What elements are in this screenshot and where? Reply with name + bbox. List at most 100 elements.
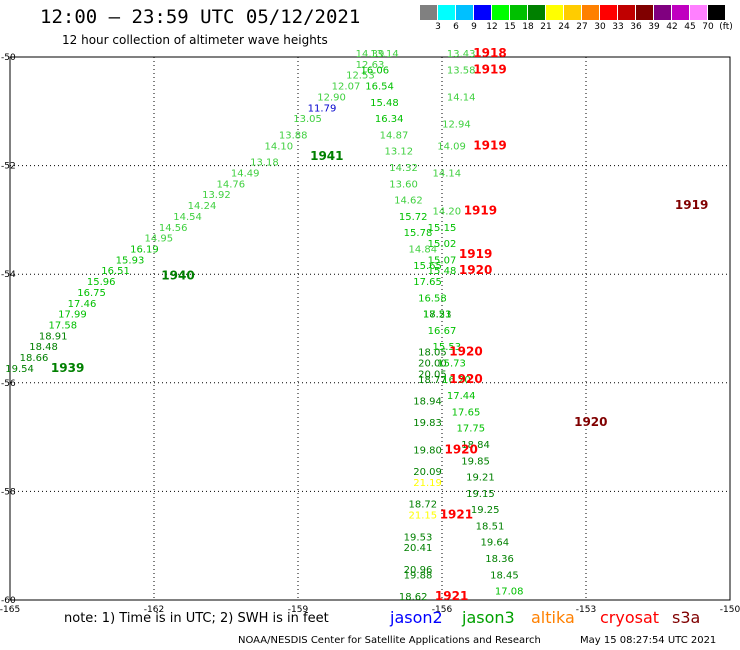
wave-height-value: 16.75: [77, 288, 106, 299]
legend-label: 30: [594, 22, 606, 32]
wave-height-value: 19.53: [404, 532, 433, 543]
satellite-name: jason2: [390, 608, 443, 627]
grid-lines: [10, 57, 730, 600]
wave-height-value: 19.64: [480, 538, 509, 549]
legend-label: 21: [540, 22, 552, 32]
pass-time-label: 1919: [473, 62, 506, 76]
wave-height-value: 13.60: [389, 179, 418, 190]
wave-height-value: 16.34: [375, 114, 404, 125]
wave-height-value: 18.72: [408, 500, 437, 511]
satellite-name: cryosat: [600, 608, 660, 627]
wave-height-value: 15.53: [432, 342, 461, 353]
wave-height-value: 21.19: [413, 478, 442, 489]
wave-height-value: 20.00: [418, 359, 447, 370]
wave-height-value: 18.36: [485, 554, 514, 565]
lat-tick-label: -60: [1, 596, 16, 606]
lon-tick-label: -156: [432, 605, 453, 615]
lon-tick-label: -165: [0, 605, 20, 615]
pass-time-label: 1940: [161, 269, 194, 283]
wave-height-value: 15.78: [404, 228, 433, 239]
legend-label: 3: [435, 22, 441, 32]
wave-height-value: 13.92: [202, 190, 231, 201]
wave-height-value: 14.76: [216, 179, 245, 190]
pass-time-label: 1941: [310, 149, 343, 163]
wave-height-value: 17.65: [413, 277, 442, 288]
lon-tick-label: -150: [720, 605, 740, 615]
pass-time-label: 1920: [459, 263, 492, 277]
legend-swatch: [474, 5, 491, 20]
wave-height-value: 15.48: [428, 266, 457, 277]
wave-height-value: 17.46: [68, 299, 97, 310]
wave-height-value: 19.21: [466, 473, 495, 484]
legend-label: 36: [630, 22, 642, 32]
wave-height-value: 14.09: [437, 141, 466, 152]
legend-swatch: [618, 5, 635, 20]
legend-swatch: [510, 5, 527, 20]
wave-height-value: 17.44: [447, 391, 476, 402]
wave-height-value: 14.87: [380, 130, 409, 141]
wave-height-value: 12.94: [442, 120, 471, 131]
legend-label: 42: [666, 22, 678, 32]
wave-height-value: 20.05: [418, 369, 447, 380]
legend-label: 6: [453, 22, 459, 32]
wave-height-value: 13.88: [279, 130, 308, 141]
wave-height-value: 16.58: [418, 293, 447, 304]
plot-frame: [9, 56, 731, 601]
wave-height-value: 14.49: [231, 168, 260, 179]
wave-height-value: 18.45: [490, 570, 519, 581]
satellite-name: s3a: [672, 608, 701, 627]
wave-height-value: 17.65: [452, 407, 481, 418]
legend-label: 33: [612, 22, 624, 32]
legend-label: 18: [522, 22, 534, 32]
wave-height-value: 13.58: [447, 65, 476, 76]
legend-swatch: [708, 5, 725, 20]
wave-height-value: 16.20: [442, 375, 471, 386]
legend-label: 9: [471, 22, 477, 32]
wave-height-value: 15.02: [428, 239, 457, 250]
lat-tick-label: -58: [1, 487, 16, 497]
lon-tick-label: -162: [144, 605, 164, 615]
legend-label: 39: [648, 22, 660, 32]
wave-height-value: 16.67: [428, 326, 457, 337]
wave-height-value: 12.63: [356, 60, 385, 71]
wave-height-value: 21.15: [408, 511, 437, 522]
timestamp-text: May 15 08:27:54 UTC 2021: [580, 635, 717, 646]
satellite-name: jason3: [462, 608, 515, 627]
wave-height-value: 19.15: [466, 489, 495, 500]
wave-height-value: 14.56: [159, 223, 188, 234]
wave-height-value: 19.83: [413, 418, 442, 429]
wave-height-value: 15.65: [413, 261, 442, 272]
legend-swatch: [690, 5, 707, 20]
wave-height-value: 17.58: [48, 321, 77, 332]
wave-height-value: 12.90: [317, 92, 346, 103]
lon-tick-label: -159: [288, 605, 309, 615]
legend-label: 45: [684, 22, 696, 32]
wave-height-value: 18.66: [20, 353, 49, 364]
legend-swatch: [582, 5, 599, 20]
pass-time-label: 1921: [435, 589, 468, 603]
wave-height-value: 13.12: [384, 147, 413, 158]
wave-height-value: 19.80: [413, 445, 442, 456]
legend-swatch: [546, 5, 563, 20]
data-points: 19.5418.6618.4818.9117.5817.9917.4616.75…: [5, 49, 523, 603]
wave-height-value: 14.24: [188, 201, 217, 212]
legend-swatch: [456, 5, 473, 20]
wave-height-value: 12.53: [346, 71, 375, 82]
wave-height-value: 13.14: [370, 49, 399, 60]
satellite-name: altika: [531, 608, 575, 627]
wave-height-value: 14.95: [144, 234, 173, 245]
legend-swatch: [672, 5, 689, 20]
legend-swatch: [600, 5, 617, 20]
pass-time-label: 1921: [440, 508, 473, 522]
legend-swatch: [438, 5, 455, 20]
legend-label: 12: [486, 22, 498, 32]
wave-height-value: 15.96: [87, 277, 116, 288]
legend-swatch: [528, 5, 545, 20]
pass-time-label: 1919: [464, 203, 497, 217]
wave-height-value: 16.54: [365, 82, 394, 93]
wave-height-value: 18.77: [418, 375, 447, 386]
wave-height-value: 15.72: [399, 212, 428, 223]
wave-height-value: 12.07: [332, 82, 361, 93]
pass-time-label: 1919: [459, 247, 492, 261]
